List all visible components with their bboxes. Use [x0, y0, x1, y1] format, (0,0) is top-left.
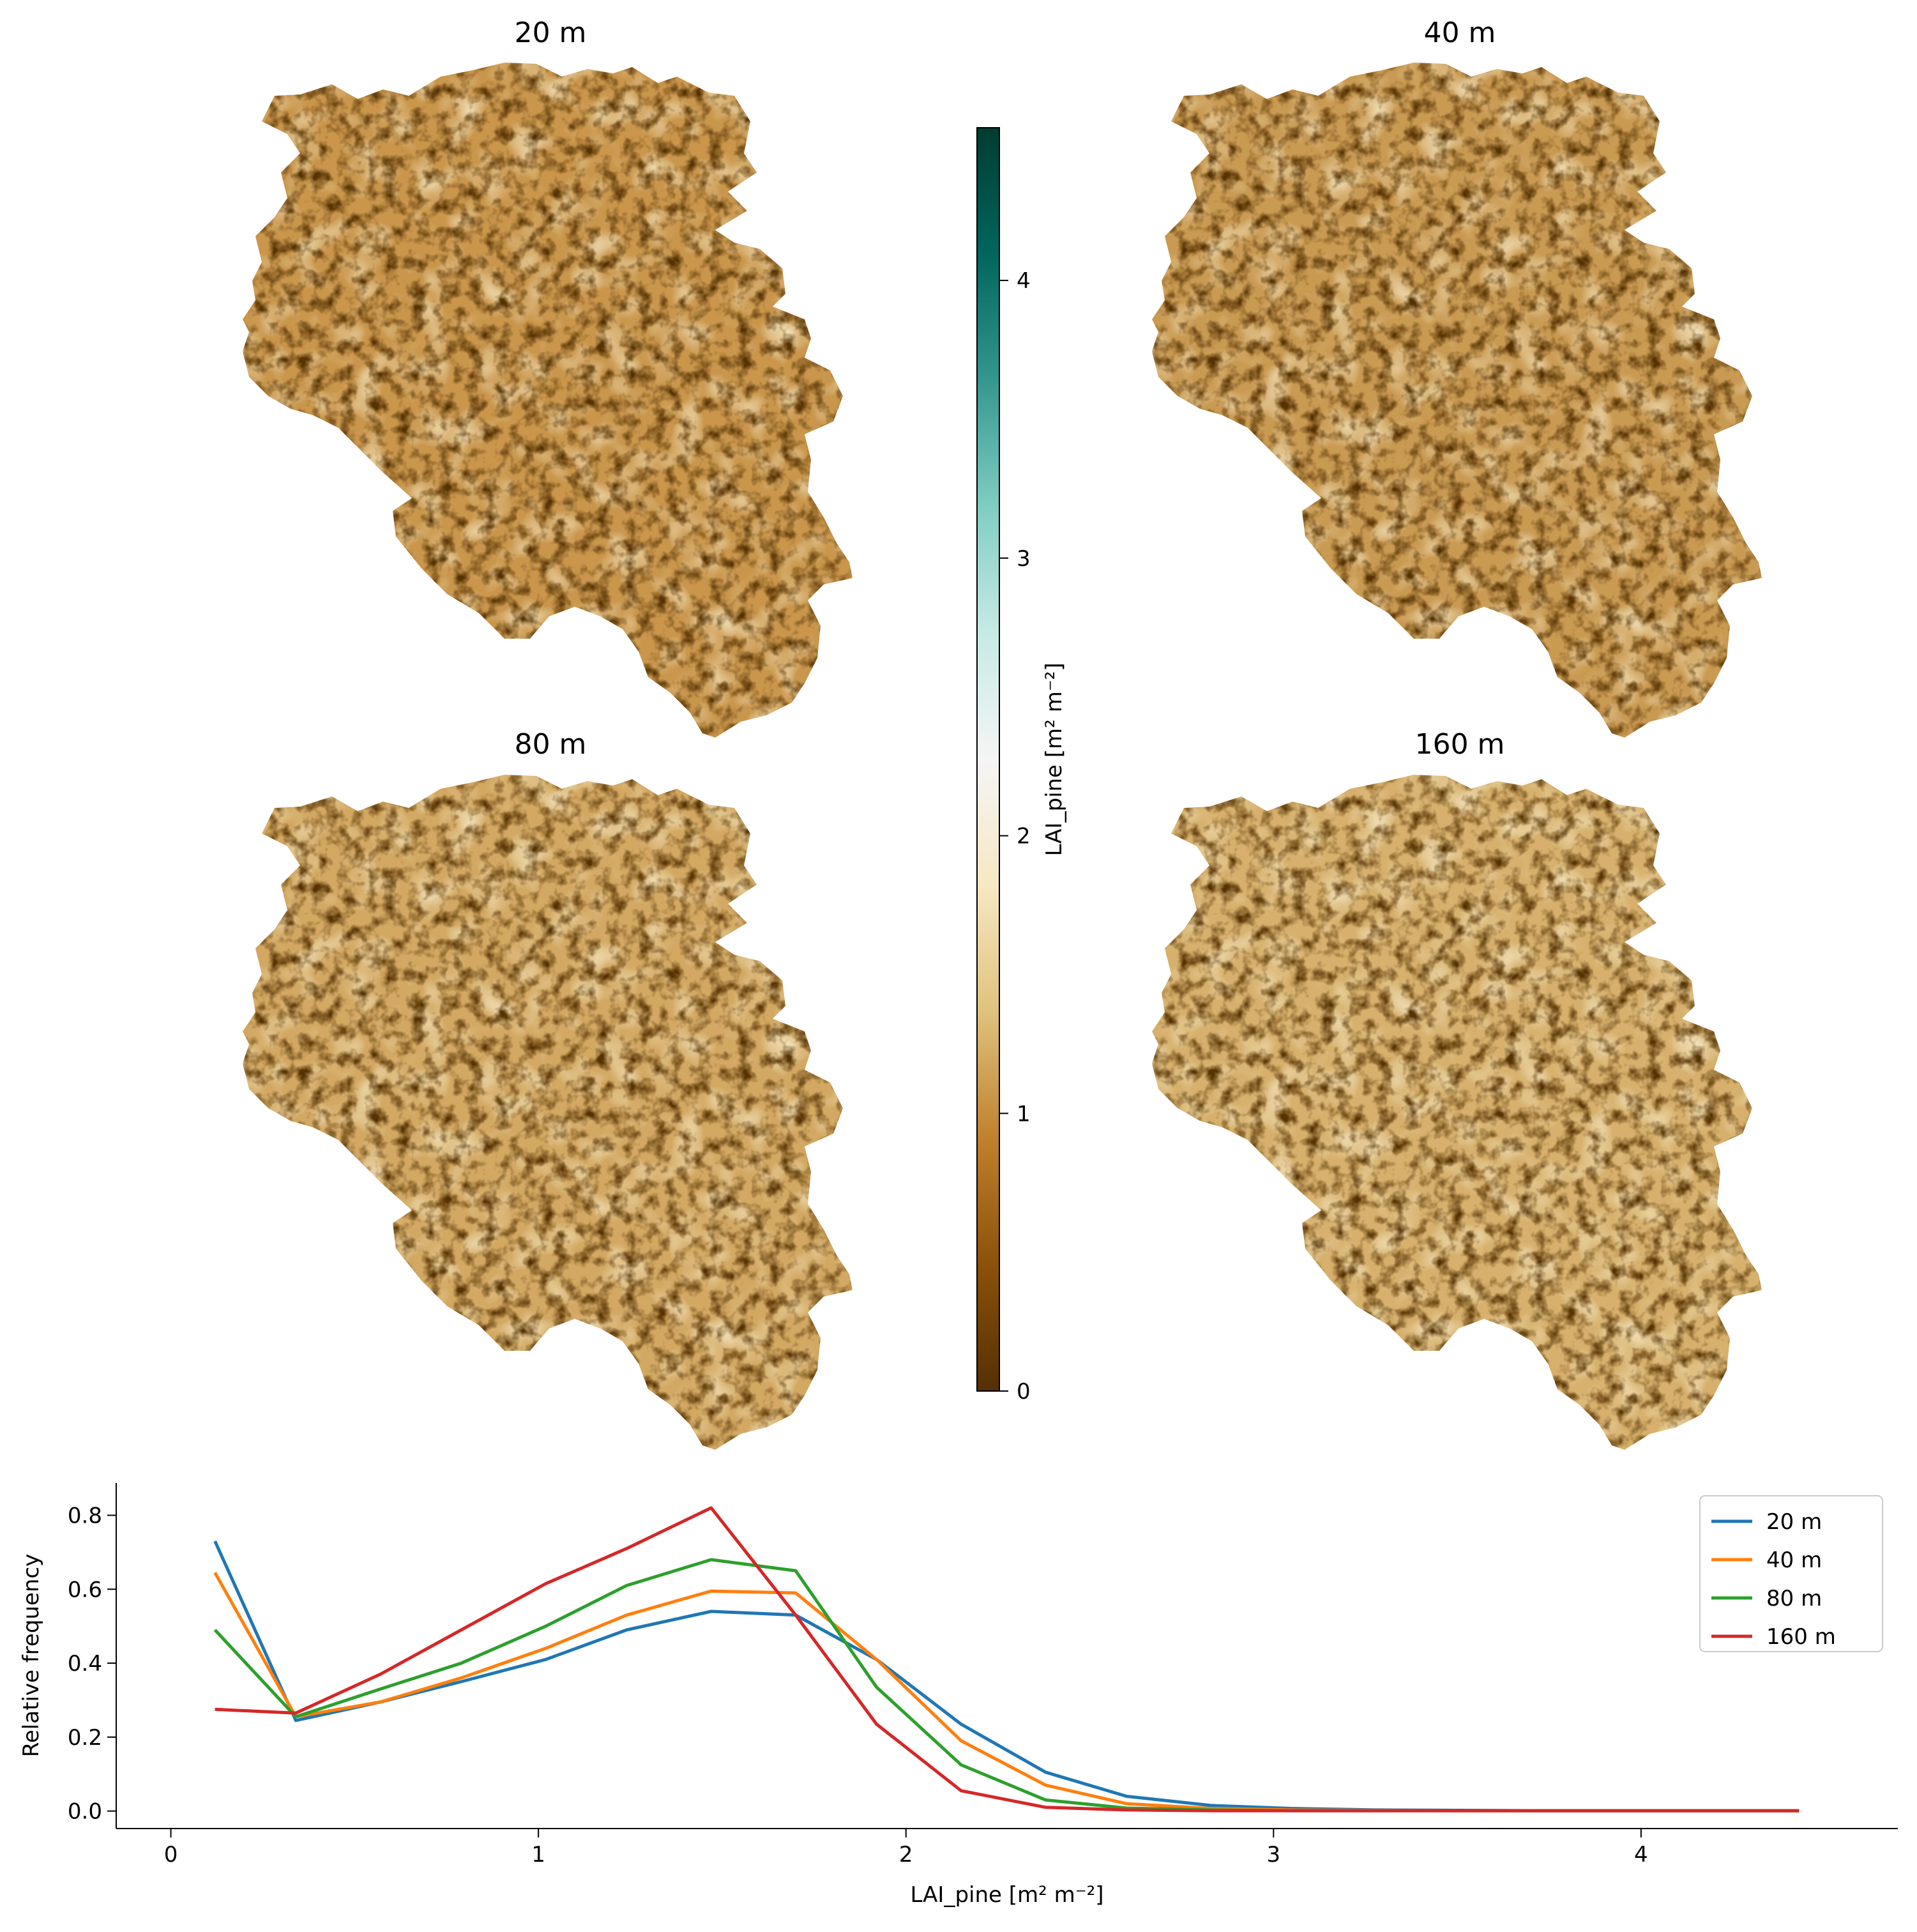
x-tick-label: 4	[1634, 1842, 1648, 1867]
panel-title: 20 m	[515, 17, 587, 49]
y-tick-label: 0.2	[68, 1725, 102, 1751]
legend-frame	[1699, 1495, 1883, 1652]
lai-raster	[1152, 775, 1762, 1450]
series-line-40m	[213, 1572, 1800, 1813]
panel-title: 160 m	[1415, 728, 1505, 761]
x-tick-label: 2	[899, 1842, 913, 1867]
lai-raster	[243, 63, 852, 738]
legend: 20 m 40 m 80 m 160 m	[1699, 1495, 1883, 1652]
x-tick-label: 3	[1266, 1842, 1280, 1867]
lai-raster	[243, 775, 852, 1450]
catchment-dark-areas	[243, 63, 852, 738]
colorbar-gradient	[976, 127, 1000, 1392]
y-tick-label: 0.6	[68, 1577, 102, 1602]
x-tick-label: 1	[531, 1842, 545, 1867]
series-line-20m	[213, 1540, 1800, 1813]
y-axis-label: Relative frequency	[19, 1554, 44, 1757]
y-tick-label: 0.0	[68, 1799, 102, 1825]
colorbar-tick-label: 2	[1017, 824, 1031, 849]
x-axis-label: LAI_pine [m² m⁻²]	[910, 1882, 1103, 1908]
series-line-160m	[215, 1506, 1800, 1813]
map-panel-160m: 160 m	[1152, 728, 1762, 1450]
y-tick-label: 0.8	[68, 1503, 102, 1529]
map-panel-80m: 80 m	[243, 728, 852, 1450]
legend-label: 80 m	[1766, 1586, 1822, 1611]
colorbar-tick-label: 0	[1017, 1379, 1031, 1404]
map-panel-20m: 20 m	[243, 17, 852, 738]
catchment-dark-areas	[243, 775, 852, 1450]
catchment-dark-areas	[1152, 63, 1762, 738]
panel-title: 40 m	[1424, 17, 1496, 49]
x-tick-label: 0	[164, 1842, 178, 1867]
legend-label: 160 m	[1766, 1624, 1836, 1650]
colorbar-tick-label: 4	[1017, 268, 1031, 294]
y-tick-label: 0.4	[68, 1651, 102, 1677]
lai-raster	[1152, 63, 1762, 738]
map-panel-40m: 40 m	[1152, 17, 1762, 738]
catchment-dark-areas	[1152, 775, 1762, 1450]
legend-label: 20 m	[1766, 1509, 1822, 1535]
colorbar-label: LAI_pine [m² m⁻²]	[1042, 662, 1067, 856]
colorbar-tick-label: 1	[1017, 1101, 1031, 1127]
panel-title: 80 m	[515, 728, 587, 761]
colorbar: 0 1 2 3 4 LAI_pine [m² m⁻²]	[976, 127, 1067, 1404]
colorbar-tick-label: 3	[1017, 546, 1031, 572]
legend-label: 40 m	[1766, 1548, 1822, 1573]
